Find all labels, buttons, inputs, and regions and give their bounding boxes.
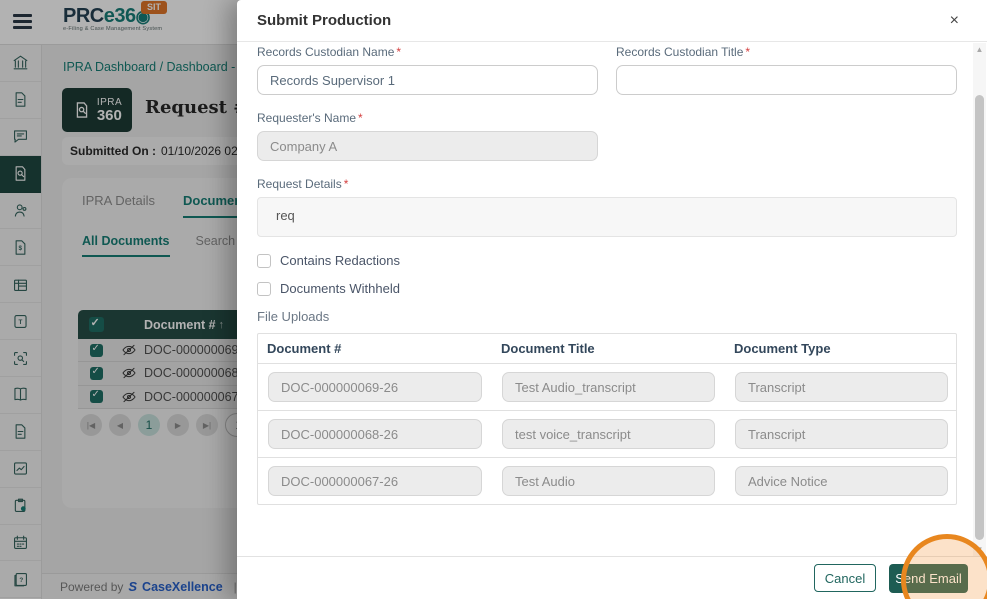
document-type-input (735, 466, 948, 496)
send-email-button[interactable]: Send Email (889, 564, 968, 593)
checkbox-icon[interactable] (257, 254, 271, 268)
request-details-textarea[interactable]: req (257, 197, 957, 237)
document-type-input (735, 419, 948, 449)
modal-scrollbar[interactable]: ▲ ▼ (973, 43, 986, 556)
scrollbar-thumb[interactable] (975, 95, 984, 540)
required-asterisk: * (358, 111, 363, 125)
document-type-input (735, 372, 948, 402)
scroll-up-icon[interactable]: ▲ (973, 45, 986, 54)
column-document-type: Document Type (725, 334, 958, 363)
required-asterisk: * (396, 45, 401, 59)
file-uploads-table: Document # Document Title Document Type (257, 333, 957, 505)
document-number-input (268, 419, 482, 449)
records-custodian-name-label: Records Custodian Name* (257, 45, 598, 59)
file-uploads-table-header: Document # Document Title Document Type (258, 334, 956, 364)
file-upload-row (258, 364, 956, 411)
screen: PRCe36◉ e-Filing & Case Management Syste… (0, 0, 987, 599)
requesters-name-input (257, 131, 598, 161)
document-title-input (502, 372, 715, 402)
document-number-input (268, 372, 482, 402)
cancel-button[interactable]: Cancel (814, 564, 876, 592)
modal-title: Submit Production (257, 12, 391, 29)
file-upload-row (258, 458, 956, 504)
records-custodian-name-input[interactable] (257, 65, 598, 95)
close-icon[interactable]: × (950, 13, 967, 29)
contains-redactions-label: Contains Redactions (280, 253, 400, 268)
modal-body: Records Custodian Name* Records Custodia… (237, 42, 987, 556)
checkbox-icon[interactable] (257, 282, 271, 296)
required-asterisk: * (745, 45, 750, 59)
document-title-input (502, 419, 715, 449)
modal-header: Submit Production × (237, 0, 987, 42)
submit-production-modal: Submit Production × Records Custodian Na… (237, 0, 987, 599)
file-uploads-section-label: File Uploads (257, 309, 957, 324)
documents-withheld-label: Documents Withheld (280, 281, 400, 296)
contains-redactions-checkbox[interactable]: Contains Redactions (257, 253, 957, 268)
modal-footer: Cancel Send Email (237, 556, 987, 599)
documents-withheld-checkbox[interactable]: Documents Withheld (257, 281, 957, 296)
column-document-number: Document # (258, 334, 492, 363)
document-title-input (502, 466, 715, 496)
requesters-name-label: Requester's Name* (257, 111, 598, 125)
document-number-input (268, 466, 482, 496)
records-custodian-title-input[interactable] (616, 65, 957, 95)
column-document-title: Document Title (492, 334, 725, 363)
records-custodian-title-label: Records Custodian Title* (616, 45, 957, 59)
file-upload-row (258, 411, 956, 458)
required-asterisk: * (344, 177, 349, 191)
request-details-label: Request Details* (257, 177, 957, 191)
scroll-down-icon[interactable]: ▼ (973, 545, 986, 554)
